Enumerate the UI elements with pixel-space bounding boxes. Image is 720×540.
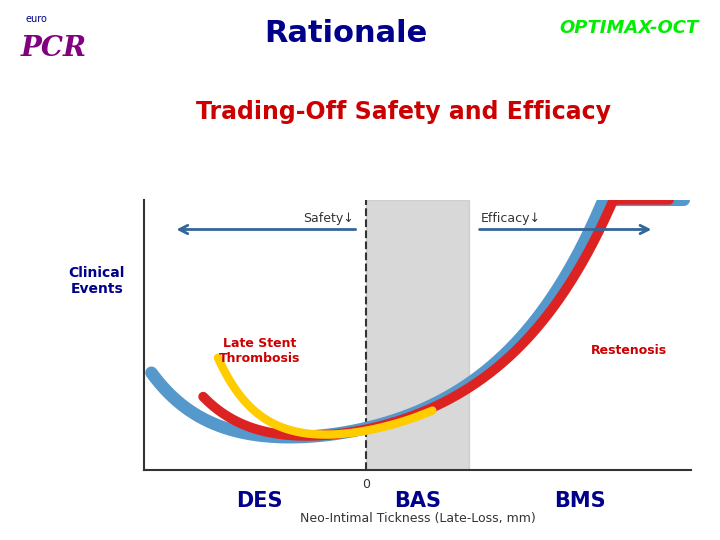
Text: Late Stent
Thrombosis: Late Stent Thrombosis [219, 337, 300, 365]
Text: Restenosis: Restenosis [591, 345, 667, 357]
Text: Trading-Off Safety and Efficacy: Trading-Off Safety and Efficacy [196, 100, 611, 124]
Text: OPTIMAX-OCT: OPTIMAX-OCT [559, 19, 698, 37]
Text: DES: DES [236, 491, 283, 511]
Text: PCR: PCR [20, 35, 86, 62]
Text: BMS: BMS [554, 491, 606, 511]
Bar [366, 200, 469, 470]
Text: Clinical
Events: Clinical Events [68, 266, 125, 296]
Text: BAS: BAS [394, 491, 441, 511]
Text: Rationale: Rationale [264, 19, 427, 48]
Text: Neo-Intimal Tickness (Late-Loss, mm): Neo-Intimal Tickness (Late-Loss, mm) [300, 512, 536, 525]
Text: Safety↓: Safety↓ [303, 212, 354, 225]
Text: Efficacy↓: Efficacy↓ [481, 212, 541, 225]
Text: 0: 0 [362, 478, 370, 491]
Text: euro: euro [25, 14, 47, 24]
